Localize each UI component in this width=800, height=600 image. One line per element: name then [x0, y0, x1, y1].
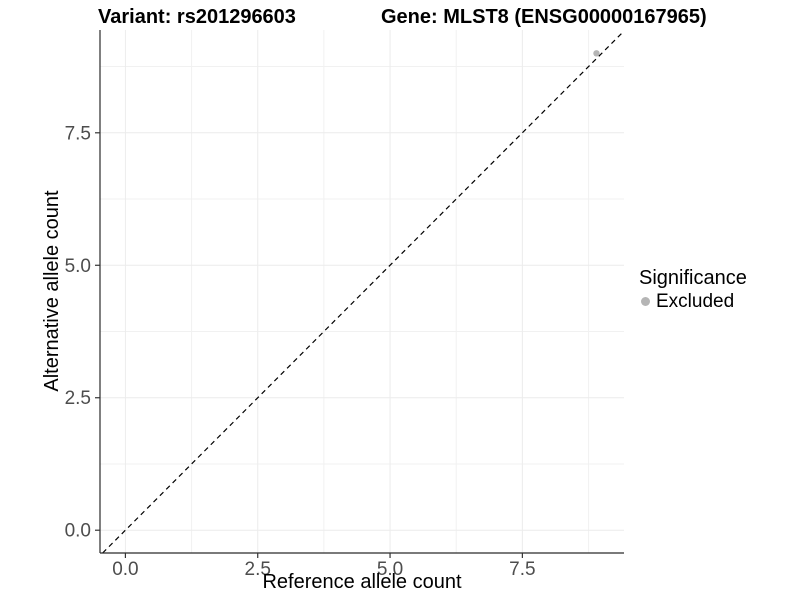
gene-title: Gene: MLST8 (ENSG00000167965)	[381, 6, 707, 28]
y-tick-label: 7.5	[65, 123, 91, 144]
x-tick-label: 2.5	[245, 559, 271, 580]
x-axis-title: Reference allele count	[262, 571, 462, 593]
x-tick-label: 7.5	[509, 559, 535, 580]
identity-dashed-line	[102, 30, 625, 554]
legend-title: Significance	[639, 267, 747, 289]
x-tick-label: 0.0	[112, 559, 138, 580]
variant-title: Variant: rs201296603	[98, 6, 296, 28]
excluded-point-icon	[641, 297, 650, 306]
legend-item-label: Excluded	[656, 291, 735, 312]
y-tick-label: 5.0	[65, 256, 91, 277]
y-axis-title: Alternative allele count	[41, 190, 63, 392]
x-tick-label: 5.0	[377, 559, 403, 580]
data-point-excluded	[593, 50, 600, 57]
y-tick-label: 0.0	[65, 521, 91, 542]
legend: Significance Excluded	[639, 267, 747, 312]
y-tick-label: 2.5	[65, 388, 91, 409]
legend-item-excluded: Excluded	[641, 291, 747, 312]
